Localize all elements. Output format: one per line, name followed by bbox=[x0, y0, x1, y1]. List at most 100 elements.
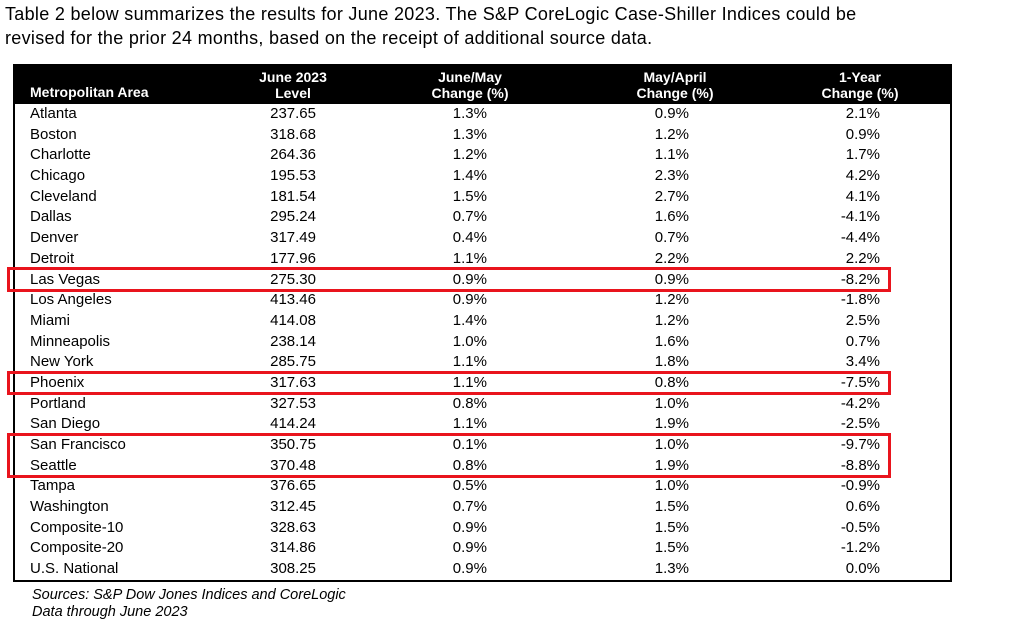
may-april-change-cell: 2.7% bbox=[654, 187, 689, 205]
june-may-change-cell: 1.0% bbox=[452, 332, 487, 350]
level-cell: 195.53 bbox=[270, 167, 316, 185]
table-row: Portland 327.53 0.8% 1.0% -4.2% bbox=[15, 394, 950, 415]
intro-line-1: Table 2 below summarizes the results for… bbox=[5, 4, 857, 24]
table-row: New York 285.75 1.1% 1.8% 3.4% bbox=[15, 352, 950, 373]
column-header-june-may-change: June/May Change (%) bbox=[432, 69, 509, 101]
metro-area-cell: Composite-20 bbox=[30, 539, 124, 557]
table-row: Los Angeles 413.46 0.9% 1.2% -1.8% bbox=[15, 290, 950, 311]
one-year-change-cell: -1.2% bbox=[840, 539, 880, 557]
one-year-change-cell: 0.0% bbox=[845, 560, 880, 578]
one-year-change-cell: 3.4% bbox=[845, 353, 880, 371]
june-may-change-cell: 0.9% bbox=[452, 518, 487, 536]
table-row: Charlotte 264.36 1.2% 1.1% 1.7% bbox=[15, 145, 950, 166]
one-year-change-cell: -9.7% bbox=[840, 436, 880, 453]
one-year-change-cell: 4.2% bbox=[845, 167, 880, 185]
table-row: U.S. National 308.25 0.9% 1.3% 0.0% bbox=[15, 559, 950, 580]
table-row: Composite-10 328.63 0.9% 1.5% -0.5% bbox=[15, 518, 950, 539]
one-year-change-cell: 0.9% bbox=[845, 125, 880, 143]
level-cell: 312.45 bbox=[270, 498, 316, 516]
june-may-change-cell: 1.1% bbox=[452, 249, 487, 267]
may-april-change-cell: 1.1% bbox=[654, 146, 689, 164]
may-april-change-cell: 0.8% bbox=[654, 373, 689, 391]
level-cell: 414.08 bbox=[270, 311, 316, 329]
metro-area-cell: San Diego bbox=[30, 415, 101, 433]
metro-area-cell: Charlotte bbox=[30, 146, 91, 164]
column-header-line: 1-Year bbox=[838, 69, 882, 85]
column-header-line: June/May bbox=[438, 69, 502, 85]
june-may-change-cell: 0.4% bbox=[452, 229, 487, 247]
may-april-change-cell: 1.6% bbox=[654, 332, 689, 350]
june-may-change-cell: 0.8% bbox=[452, 394, 487, 412]
level-cell: 328.63 bbox=[270, 518, 316, 536]
june-may-change-cell: 0.9% bbox=[452, 270, 487, 288]
intro-paragraph: Table 2 below summarizes the results for… bbox=[5, 2, 1017, 50]
metro-area-cell: Portland bbox=[30, 394, 86, 412]
column-header-line: Change (%) bbox=[636, 84, 714, 101]
table-row: Chicago 195.53 1.4% 2.3% 4.2% bbox=[15, 166, 950, 187]
may-april-change-cell: 1.2% bbox=[654, 125, 689, 143]
level-cell: 376.65 bbox=[270, 477, 316, 495]
one-year-change-cell: -4.2% bbox=[840, 394, 880, 412]
table-row: Atlanta 237.65 1.3% 0.9% 2.1% bbox=[15, 104, 950, 125]
table-row: Boston 318.68 1.3% 1.2% 0.9% bbox=[15, 125, 950, 146]
june-may-change-cell: 0.9% bbox=[452, 539, 487, 557]
level-cell: 238.14 bbox=[270, 332, 316, 350]
column-header-line: Change (%) bbox=[821, 84, 899, 101]
sources-note: Sources: S&P Dow Jones Indices and CoreL… bbox=[32, 587, 346, 603]
column-header-metropolitan-area: Metropolitan Area bbox=[30, 83, 149, 100]
table-row: San Francisco 350.75 0.1% 1.0% -9.7% bbox=[15, 435, 950, 456]
may-april-change-cell: 1.2% bbox=[654, 311, 689, 329]
level-cell: 295.24 bbox=[270, 208, 316, 226]
level-cell: 177.96 bbox=[270, 249, 316, 267]
level-cell: 318.68 bbox=[270, 125, 316, 143]
level-cell: 285.75 bbox=[270, 353, 316, 371]
may-april-change-cell: 0.7% bbox=[654, 229, 689, 247]
table-row: Las Vegas 275.30 0.9% 0.9% -8.2% bbox=[15, 270, 950, 291]
table-row: San Diego 414.24 1.1% 1.9% -2.5% bbox=[15, 414, 950, 435]
one-year-change-cell: -1.8% bbox=[840, 291, 880, 309]
column-header-line: Level bbox=[275, 84, 311, 101]
metro-area-cell: Dallas bbox=[30, 208, 72, 226]
table-row: Miami 414.08 1.4% 1.2% 2.5% bbox=[15, 311, 950, 332]
metro-area-cell: Tampa bbox=[30, 477, 76, 495]
level-cell: 264.36 bbox=[270, 146, 316, 164]
june-may-change-cell: 0.7% bbox=[452, 498, 487, 516]
metro-area-cell: Atlanta bbox=[30, 105, 77, 122]
level-cell: 414.24 bbox=[270, 415, 316, 433]
one-year-change-cell: 0.7% bbox=[845, 332, 880, 350]
level-cell: 317.63 bbox=[270, 373, 316, 391]
metro-area-cell: Las Vegas bbox=[30, 270, 101, 288]
june-may-change-cell: 0.5% bbox=[452, 477, 487, 495]
metro-area-cell: Los Angeles bbox=[30, 291, 112, 309]
table-body: Atlanta 237.65 1.3% 0.9% 2.1% Boston 318.68 1.3… bbox=[7, 104, 950, 580]
june-may-change-cell: 0.7% bbox=[452, 208, 487, 226]
metro-area-cell: Washington bbox=[30, 498, 109, 516]
june-may-change-cell: 0.9% bbox=[452, 291, 487, 309]
june-may-change-cell: 1.4% bbox=[452, 167, 487, 185]
may-april-change-cell: 2.2% bbox=[654, 249, 689, 267]
level-cell: 413.46 bbox=[270, 291, 316, 309]
june-may-change-cell: 1.2% bbox=[452, 146, 487, 164]
one-year-change-cell: -8.8% bbox=[840, 456, 880, 474]
june-may-change-cell: 1.3% bbox=[452, 105, 487, 122]
column-header-june-2023-level: June 2023 Level bbox=[259, 69, 327, 101]
one-year-change-cell: -4.1% bbox=[840, 208, 880, 226]
june-may-change-cell: 1.1% bbox=[452, 353, 487, 371]
may-april-change-cell: 1.5% bbox=[654, 518, 689, 536]
may-april-change-cell: 0.9% bbox=[654, 270, 689, 288]
level-cell: 370.48 bbox=[270, 456, 316, 474]
metro-area-cell: U.S. National bbox=[30, 560, 119, 578]
table-row: Minneapolis 238.14 1.0% 1.6% 0.7% bbox=[15, 332, 950, 353]
level-cell: 275.30 bbox=[270, 270, 316, 288]
may-april-change-cell: 1.6% bbox=[654, 208, 689, 226]
table-row: Seattle 370.48 0.8% 1.9% -8.8% bbox=[15, 456, 950, 477]
one-year-change-cell: 1.7% bbox=[845, 146, 880, 164]
metro-area-cell: Boston bbox=[30, 125, 77, 143]
column-header-line: May/April bbox=[643, 69, 707, 85]
level-cell: 350.75 bbox=[270, 436, 316, 453]
june-may-change-cell: 1.1% bbox=[452, 373, 487, 391]
may-april-change-cell: 1.9% bbox=[654, 415, 689, 433]
may-april-change-cell: 2.3% bbox=[654, 167, 689, 185]
metro-area-cell: Cleveland bbox=[30, 187, 97, 205]
column-header-line: June 2023 bbox=[259, 69, 327, 85]
